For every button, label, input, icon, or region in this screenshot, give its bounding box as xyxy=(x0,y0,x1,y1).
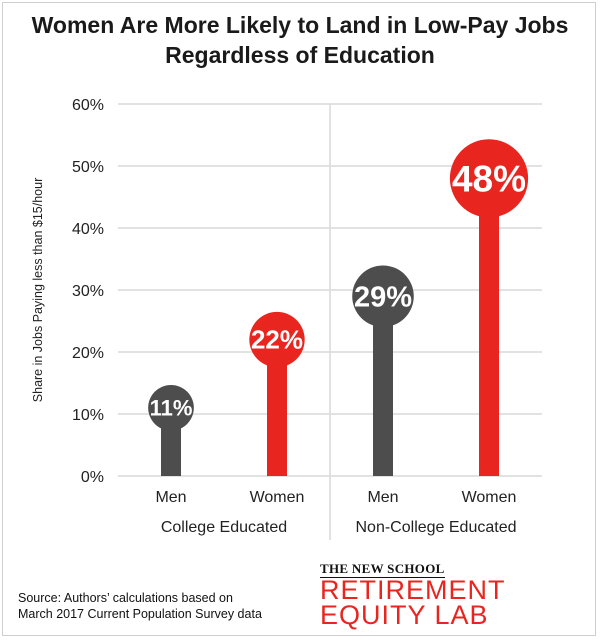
y-tick-label: 30% xyxy=(72,283,104,300)
title-line-2: Regardless of Education xyxy=(165,42,435,68)
title-line-1: Women Are More Likely to Land in Low-Pay… xyxy=(31,12,569,38)
bar-bubble xyxy=(148,384,194,431)
logo-line-1: RETIREMENT xyxy=(320,575,506,605)
retirement-equity-lab-logo: THE NEW SCHOOL RETIREMENT EQUITY LAB xyxy=(320,560,582,630)
group-label: College Educated xyxy=(161,519,287,536)
logo-line-2: EQUITY LAB xyxy=(320,600,489,630)
data-label: 29% xyxy=(354,281,412,313)
source-line-2: March 2017 Current Population Survey dat… xyxy=(18,607,262,621)
y-tick-label: 20% xyxy=(72,345,104,362)
bar-bubble xyxy=(249,311,305,368)
y-tick-label: 0% xyxy=(81,469,104,486)
data-label: 22% xyxy=(251,325,303,355)
source-note: Source: Authors’ calculations based on M… xyxy=(18,590,262,622)
x-tick-label: Women xyxy=(462,489,517,506)
chart-title: Women Are More Likely to Land in Low-Pay… xyxy=(0,10,600,70)
bar-bubble xyxy=(449,139,529,218)
bar xyxy=(267,339,287,476)
y-tick-label: 10% xyxy=(72,407,104,424)
data-label: 11% xyxy=(150,395,193,420)
group-label: Non-College Educated xyxy=(356,519,517,536)
y-axis-label: Share in Jobs Paying less than $15/hour xyxy=(31,178,45,402)
source-line-1: Source: Authors’ calculations based on xyxy=(18,591,233,605)
y-tick-label: 40% xyxy=(72,221,104,238)
bar xyxy=(479,178,499,476)
data-label: 48% xyxy=(452,158,526,199)
x-tick-label: Men xyxy=(367,489,398,506)
logo-new-school: THE NEW SCHOOL xyxy=(320,561,445,578)
x-tick-label: Men xyxy=(155,489,186,506)
y-tick-label: 60% xyxy=(72,97,104,114)
x-tick-label: Women xyxy=(250,489,305,506)
bar-bubble xyxy=(352,265,414,327)
bar xyxy=(373,296,393,476)
y-tick-label: 50% xyxy=(72,159,104,176)
